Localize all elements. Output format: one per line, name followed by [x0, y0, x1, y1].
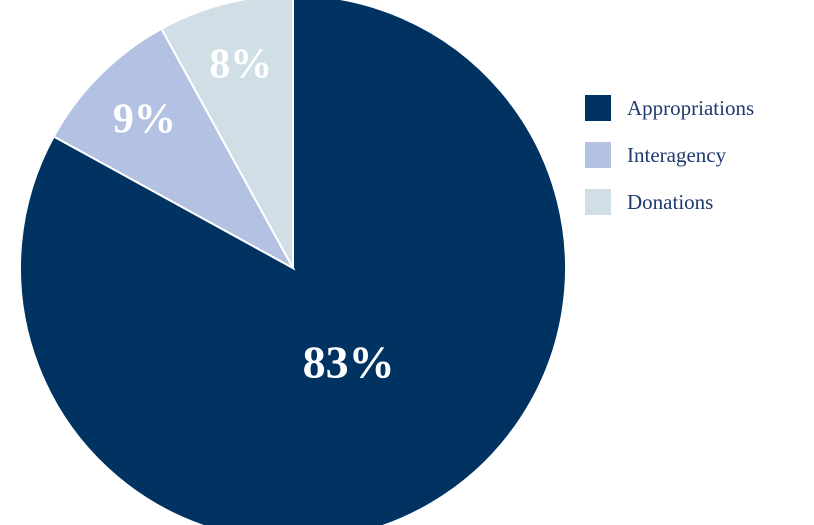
legend-swatch-appropriations: [585, 95, 611, 121]
pie-slice-donations: [160, 0, 294, 269]
legend-label-interagency: Interagency: [627, 143, 727, 167]
legend-item-donations: Donations: [585, 189, 713, 215]
pie-labels: 83% 9% 8%: [113, 41, 395, 387]
slice-label-appropriations: 83%: [303, 337, 395, 388]
slice-label-donations: 8%: [209, 41, 272, 87]
pie-slices: [19, 0, 567, 525]
legend-label-donations: Donations: [627, 190, 713, 214]
pie-slice-interagency: [52, 27, 296, 271]
legend: Appropriations Interagency Donations: [585, 95, 754, 215]
legend-label-appropriations: Appropriations: [627, 96, 754, 120]
legend-swatch-donations: [585, 189, 611, 215]
legend-swatch-interagency: [585, 142, 611, 168]
legend-item-appropriations: Appropriations: [585, 95, 754, 121]
slice-label-interagency: 9%: [113, 96, 176, 142]
legend-item-interagency: Interagency: [585, 142, 727, 168]
pie-slice-appropriations: [19, 0, 567, 525]
